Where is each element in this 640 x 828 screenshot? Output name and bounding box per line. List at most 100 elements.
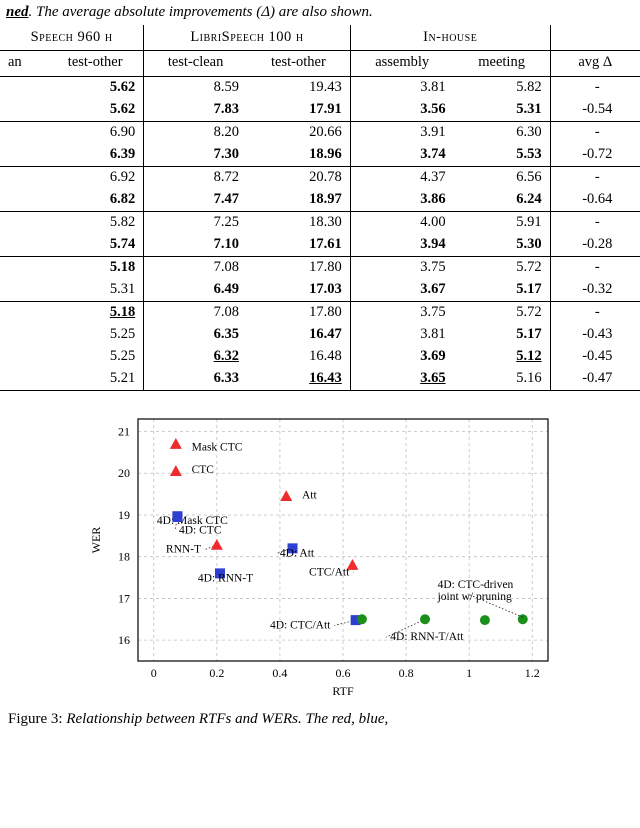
hdr-ls100: LibriSpeech 100 h: [144, 25, 351, 51]
table-cell: [0, 76, 47, 99]
svg-text:0: 0: [151, 666, 157, 680]
table-cell: 18.96: [247, 144, 350, 167]
table-cell: [0, 324, 47, 346]
table-cell: 5.74: [47, 234, 144, 257]
table-cell: 7.10: [144, 234, 247, 257]
table-row: 6.928.7220.784.376.56-: [0, 166, 640, 189]
table-cell: 5.30: [454, 234, 551, 257]
svg-text:4D: CTC-driven: 4D: CTC-driven: [438, 578, 514, 590]
table-row: 5.256.3516.473.815.17-0.43: [0, 324, 640, 346]
table-cell: 3.56: [350, 99, 453, 122]
table-cell: 5.91: [454, 211, 551, 234]
table-row: 5.627.8317.913.565.31-0.54: [0, 99, 640, 122]
table-cell: 5.17: [454, 279, 551, 302]
table-cell: -0.28: [550, 234, 640, 257]
results-table: Speech 960 h LibriSpeech 100 h In-house …: [0, 25, 640, 391]
table-cell: [0, 256, 47, 279]
table-cell: 5.25: [47, 324, 144, 346]
table-cell: -0.64: [550, 189, 640, 212]
table-cell: 6.33: [144, 368, 247, 391]
table-cell: 16.47: [247, 324, 350, 346]
chart-svg: 00.20.40.60.811.2161718192021RTFWERMask …: [80, 405, 560, 705]
table-cell: [0, 99, 47, 122]
table-row: 6.908.2020.663.916.30-: [0, 121, 640, 144]
table-row: 6.827.4718.973.866.24-0.64: [0, 189, 640, 212]
table-cell: 8.20: [144, 121, 247, 144]
hdr-ls960: Speech 960 h: [0, 25, 144, 51]
table-cell: 5.17: [454, 324, 551, 346]
table-cell: 3.74: [350, 144, 453, 167]
table-cell: 3.75: [350, 256, 453, 279]
table-cell: -: [550, 76, 640, 99]
table-cell: 6.24: [454, 189, 551, 212]
table-row: 5.747.1017.613.945.30-0.28: [0, 234, 640, 257]
table-cell: 5.82: [454, 76, 551, 99]
table-cell: 5.82: [47, 211, 144, 234]
table-cell: 7.08: [144, 301, 247, 324]
table-row: 5.256.3216.483.695.12-0.45: [0, 346, 640, 368]
table-cell: 19.43: [247, 76, 350, 99]
table-row: 5.216.3316.433.655.16-0.47: [0, 368, 640, 391]
table-cell: 6.35: [144, 324, 247, 346]
table-cell: 5.72: [454, 301, 551, 324]
table-cell: [0, 189, 47, 212]
col-test-other-2: test-other: [247, 51, 350, 77]
table-cell: 6.49: [144, 279, 247, 302]
svg-text:20: 20: [118, 466, 130, 480]
table-cell: 16.43: [247, 368, 350, 391]
svg-text:0.2: 0.2: [209, 666, 224, 680]
svg-text:4D: CTC/Att: 4D: CTC/Att: [270, 619, 331, 631]
table-cell: [0, 121, 47, 144]
col-an: an: [0, 51, 47, 77]
svg-text:0.6: 0.6: [336, 666, 351, 680]
svg-text:16: 16: [118, 633, 130, 647]
caption-lead: ned: [6, 4, 29, 20]
table-cell: 5.12: [454, 346, 551, 368]
table-cell: 6.92: [47, 166, 144, 189]
table-cell: -: [550, 256, 640, 279]
table-cell: 5.62: [47, 99, 144, 122]
table-row: 5.628.5919.433.815.82-: [0, 76, 640, 99]
table-cell: 18.97: [247, 189, 350, 212]
table-cell: 3.94: [350, 234, 453, 257]
table-cell: 5.31: [47, 279, 144, 302]
table-cell: 7.47: [144, 189, 247, 212]
table-cell: -: [550, 121, 640, 144]
table-cell: 5.18: [47, 301, 144, 324]
svg-text:CTC: CTC: [192, 464, 215, 476]
table-cell: [0, 234, 47, 257]
table-cell: 7.25: [144, 211, 247, 234]
table-cell: 6.90: [47, 121, 144, 144]
table-cell: 3.67: [350, 279, 453, 302]
svg-text:18: 18: [118, 549, 130, 563]
svg-text:Mask CTC: Mask CTC: [192, 441, 243, 453]
table-caption-fragment: ned. The average absolute improvements (…: [0, 0, 640, 23]
caption-rest: . The average absolute improvements (Δ) …: [29, 4, 373, 20]
table-cell: -: [550, 211, 640, 234]
table-cell: 3.86: [350, 189, 453, 212]
rtf-wer-chart: 00.20.40.60.811.2161718192021RTFWERMask …: [80, 405, 560, 705]
table-cell: 5.62: [47, 76, 144, 99]
table-body: 5.628.5919.433.815.82-5.627.8317.913.565…: [0, 76, 640, 390]
figure-caption: Figure 3: Relationship between RTFs and …: [0, 705, 640, 728]
svg-text:Att: Att: [302, 489, 318, 501]
table-cell: -: [550, 301, 640, 324]
hdr-empty: [550, 25, 640, 51]
col-meeting: meeting: [454, 51, 551, 77]
table-row: 5.316.4917.033.675.17-0.32: [0, 279, 640, 302]
svg-text:0.8: 0.8: [399, 666, 414, 680]
table-cell: 5.21: [47, 368, 144, 391]
table-cell: 6.82: [47, 189, 144, 212]
table-cell: 7.08: [144, 256, 247, 279]
table-cell: -0.45: [550, 346, 640, 368]
table-cell: 8.59: [144, 76, 247, 99]
table-cell: -0.72: [550, 144, 640, 167]
svg-text:RTF: RTF: [332, 684, 354, 698]
table-cell: 18.30: [247, 211, 350, 234]
table-cell: -0.43: [550, 324, 640, 346]
table-cell: 6.39: [47, 144, 144, 167]
svg-text:1: 1: [466, 666, 472, 680]
svg-text:CTC/Att: CTC/Att: [309, 566, 350, 578]
fig-label: Figure 3:: [8, 711, 66, 727]
table-cell: 3.69: [350, 346, 453, 368]
